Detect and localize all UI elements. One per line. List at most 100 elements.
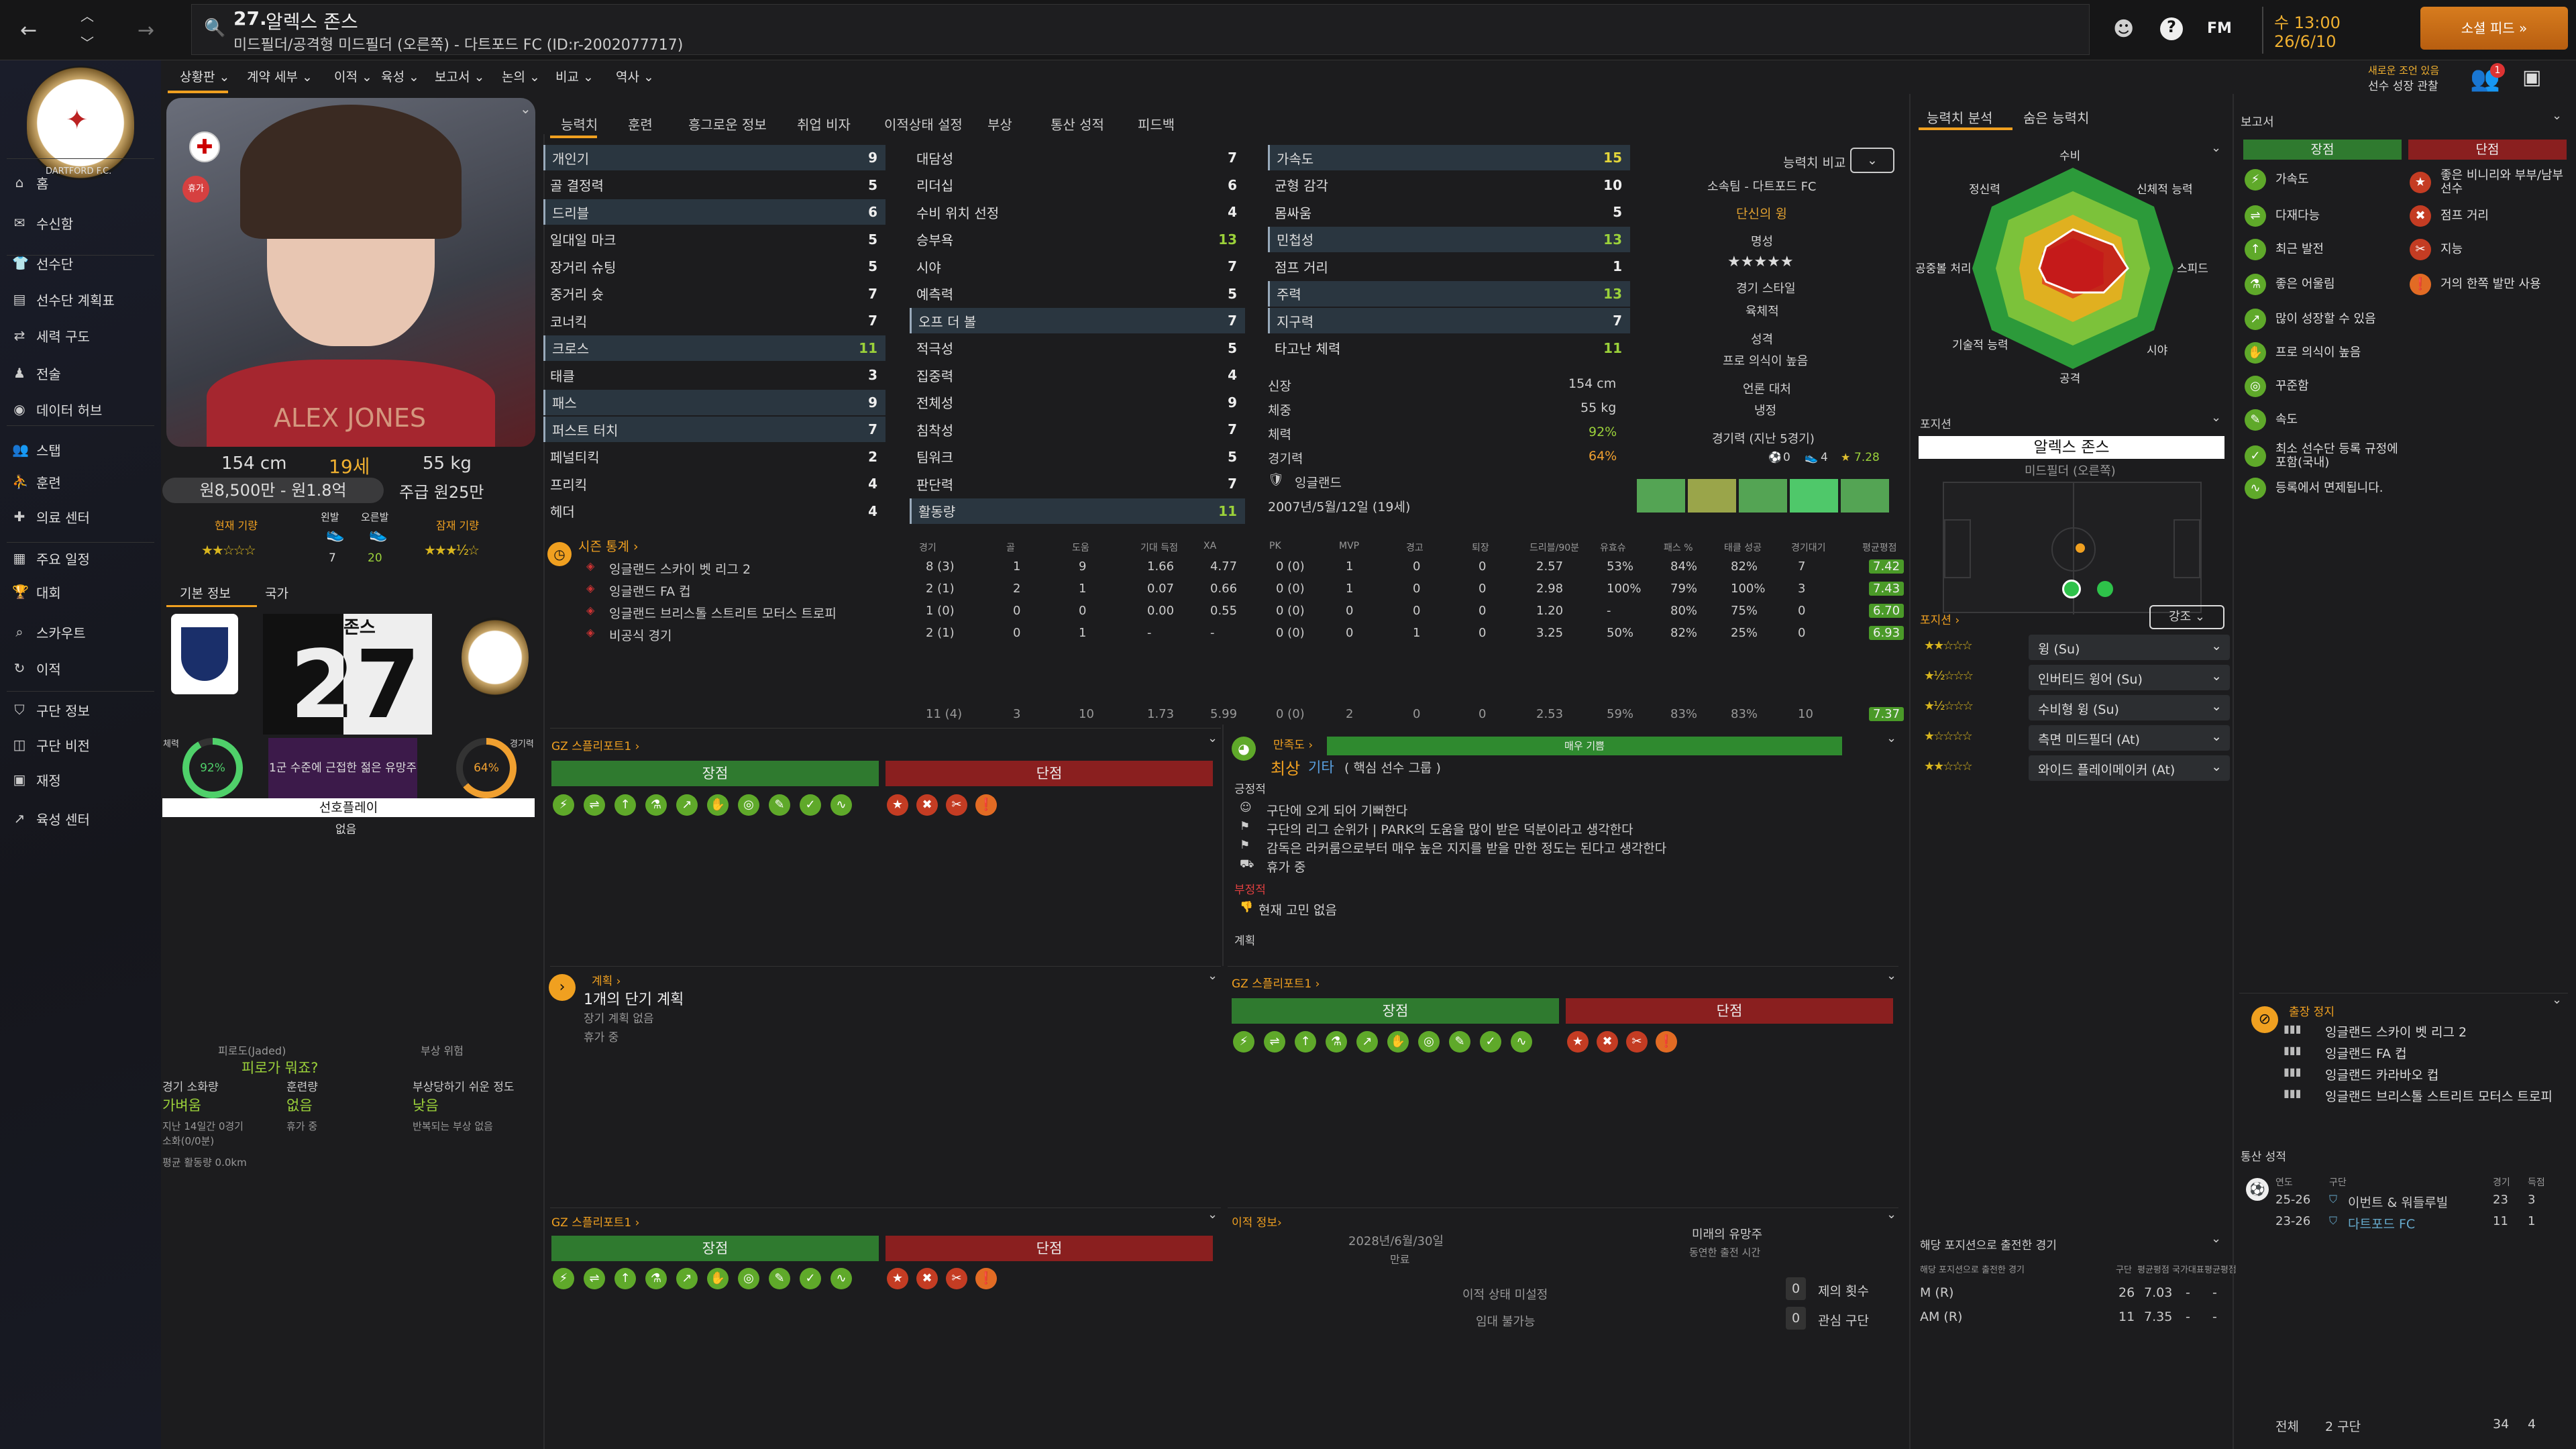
season-row-comp[interactable]: 잉글랜드 FA 컵	[609, 584, 691, 599]
attr-row-physical-0[interactable]: 가속도 15	[1268, 145, 1630, 170]
attr-row-technical-10[interactable]: 퍼스트 터치 7	[543, 417, 885, 442]
pro-trait-icon[interactable]: ↑	[1295, 1031, 1316, 1053]
attr-row-technical-0[interactable]: 개인기 9	[543, 145, 885, 170]
tab-basic-info[interactable]: 기본 정보	[180, 586, 231, 601]
report-con-1[interactable]: ✖ 점프 거리	[2410, 205, 2568, 227]
tab-nation[interactable]: 국가	[265, 586, 288, 601]
forward-arrow-icon[interactable]: →	[138, 19, 155, 42]
role-dropdown-1[interactable]: 인버티드 윙어 (Su) ⌄	[2029, 665, 2230, 690]
season-title[interactable]: 시즌 통계 ›	[578, 539, 639, 554]
attr-row-technical-1[interactable]: 골 결정력 5	[543, 172, 885, 198]
search-bar[interactable]: 🔍 27. 알렉스 존스 미드필더/공격형 미드필더 (오른쪽) - 다트포드 …	[191, 4, 2090, 55]
con-trait-icon[interactable]: ❗	[975, 794, 997, 816]
sidebar-item-8[interactable]: ⛹ 훈련	[12, 468, 160, 495]
report2-collapse-icon[interactable]: ⌄	[1886, 969, 1897, 983]
report-pro-0[interactable]: ⚡ 가속도	[2245, 169, 2403, 191]
happiness-collapse-icon[interactable]: ⌄	[1886, 731, 1897, 745]
career-club[interactable]: 이번트 & 워들루빌	[2348, 1195, 2449, 1210]
menu-item-5[interactable]: 논의 ⌄	[502, 70, 540, 85]
attr-row-mental-13[interactable]: 활동량 11	[910, 498, 1245, 524]
report-pro-8[interactable]: ✓ 최소 선수단 등록 규정에 포함(국내)	[2245, 443, 2403, 470]
chevron-up-icon[interactable]: ︿	[80, 8, 94, 24]
attr-row-mental-11[interactable]: 팀워크 5	[910, 444, 1245, 470]
attr-row-mental-5[interactable]: 예측력 5	[910, 281, 1245, 307]
con-trait-icon[interactable]: ✂	[946, 794, 967, 816]
con-trait-icon[interactable]: ❗	[1656, 1031, 1677, 1053]
pro-trait-icon[interactable]: ✓	[1480, 1031, 1501, 1053]
transfer-collapse-icon[interactable]: ⌄	[1886, 1208, 1897, 1222]
pro-trait-icon[interactable]: ↗	[1356, 1031, 1378, 1053]
con-trait-icon[interactable]: ✂	[946, 1268, 967, 1289]
menu-item-0[interactable]: 상황판 ⌄	[180, 70, 230, 85]
pro-trait-icon[interactable]: ⇌	[1264, 1031, 1285, 1053]
role-dropdown-4[interactable]: 와이드 플레이메이커 (At) ⌄	[2029, 755, 2230, 781]
con-trait-icon[interactable]: ✖	[1597, 1031, 1618, 1053]
pro-trait-icon[interactable]: ⚡	[1233, 1031, 1254, 1053]
con-trait-icon[interactable]: ❗	[975, 1268, 997, 1289]
continue-button[interactable]: 소셜 피드 »	[2420, 7, 2568, 50]
attr-row-technical-2[interactable]: 드리블 6	[543, 199, 885, 225]
report3-title[interactable]: GZ 스플리포트1 ›	[551, 1216, 640, 1230]
sidebar-item-7[interactable]: 👥 스탭	[12, 436, 160, 463]
attr-row-mental-2[interactable]: 수비 위치 선정 4	[910, 199, 1245, 225]
pro-trait-icon[interactable]: ◎	[738, 1268, 759, 1289]
tab-7[interactable]: 피드백	[1138, 117, 1175, 133]
reports-collapse-icon[interactable]: ⌄	[2552, 109, 2563, 123]
sidebar-item-11[interactable]: 🏆 대회	[12, 578, 160, 605]
pro-trait-icon[interactable]: ↗	[676, 1268, 698, 1289]
sidebar-item-0[interactable]: ⌂ 홈	[12, 169, 160, 196]
role-dropdown-2[interactable]: 수비형 윙 (Su) ⌄	[2029, 695, 2230, 720]
con-trait-icon[interactable]: ✂	[1626, 1031, 1648, 1053]
plan-title[interactable]: 계획 ›	[592, 975, 621, 988]
report-pro-1[interactable]: ⇌ 다재다능	[2245, 205, 2403, 227]
sidebar-item-9[interactable]: ✚ 의료 센터	[12, 503, 160, 530]
tab-1[interactable]: 훈련	[628, 117, 653, 133]
preferred-role-button[interactable]: 선호플레이	[162, 798, 535, 817]
sidebar-item-14[interactable]: ⛉ 구단 정보	[12, 696, 160, 723]
sidebar-item-16[interactable]: ▣ 재정	[12, 766, 160, 793]
sidebar-item-4[interactable]: ⇄ 세력 구도	[12, 322, 160, 349]
pro-trait-icon[interactable]: ✋	[707, 794, 729, 816]
season-row-comp[interactable]: 비공식 경기	[609, 629, 672, 643]
attr-row-technical-6[interactable]: 코너킥 7	[543, 308, 885, 333]
career-club[interactable]: 다트포드 FC	[2348, 1217, 2416, 1232]
window-icon[interactable]: ▣	[2522, 66, 2542, 89]
radar-collapse-icon[interactable]: ⌄	[2211, 141, 2222, 155]
attr-row-physical-4[interactable]: 점프 거리 1	[1268, 254, 1630, 279]
report2-title[interactable]: GZ 스플리포트1 ›	[1232, 977, 1320, 991]
menu-item-3[interactable]: 육성 ⌄	[381, 70, 419, 85]
sidebar-item-2[interactable]: 👕 선수단	[12, 250, 160, 276]
transfer-title[interactable]: 이적 정보›	[1232, 1216, 1282, 1230]
pro-trait-icon[interactable]: ↑	[614, 1268, 636, 1289]
pro-trait-icon[interactable]: ↑	[614, 794, 636, 816]
report-pro-3[interactable]: ⚗ 좋은 어울림	[2245, 274, 2403, 295]
con-trait-icon[interactable]: ★	[1567, 1031, 1589, 1053]
report-pro-2[interactable]: ↑ 최근 발전	[2245, 239, 2403, 260]
attr-row-physical-1[interactable]: 균형 감각 10	[1268, 172, 1630, 198]
con-trait-icon[interactable]: ✖	[916, 794, 938, 816]
report1-title[interactable]: GZ 스플리포트1 ›	[551, 740, 640, 753]
back-arrow-icon[interactable]: ←	[20, 19, 38, 42]
club-crest[interactable]: DARTFORD F.C. ✦	[27, 66, 134, 180]
report-pro-7[interactable]: ✎ 속도	[2245, 409, 2403, 431]
pro-trait-icon[interactable]: ⚡	[553, 1268, 574, 1289]
pro-trait-icon[interactable]: ∿	[1511, 1031, 1532, 1053]
form-bar[interactable]	[1637, 479, 1685, 513]
tab-4[interactable]: 이적상태 설정	[884, 117, 963, 133]
report-pro-5[interactable]: ✋ 프로 의식이 높음	[2245, 342, 2403, 364]
menu-item-1[interactable]: 계약 세부 ⌄	[247, 70, 313, 85]
form-bar[interactable]	[1790, 479, 1838, 513]
role-header[interactable]: 포지션 ›	[1920, 614, 1960, 627]
report3-collapse-icon[interactable]: ⌄	[1208, 1208, 1218, 1222]
attr-row-mental-10[interactable]: 침착성 7	[910, 417, 1245, 442]
con-trait-icon[interactable]: ★	[887, 794, 908, 816]
menu-item-7[interactable]: 역사 ⌄	[616, 70, 654, 85]
sidebar-item-10[interactable]: ▦ 주요 일정	[12, 545, 160, 572]
attr-row-physical-6[interactable]: 지구력 7	[1268, 308, 1630, 333]
form-bar[interactable]	[1688, 479, 1736, 513]
sidebar-item-12[interactable]: ⌕ 스카우트	[12, 619, 160, 645]
sidebar-item-3[interactable]: ▤ 선수단 계획표	[12, 286, 160, 313]
attr-row-mental-6[interactable]: 오프 더 볼 7	[910, 308, 1245, 333]
season-row-comp[interactable]: 잉글랜드 브리스톨 스트리트 모터스 트로피	[609, 606, 837, 621]
attr-row-mental-4[interactable]: 시야 7	[910, 254, 1245, 279]
